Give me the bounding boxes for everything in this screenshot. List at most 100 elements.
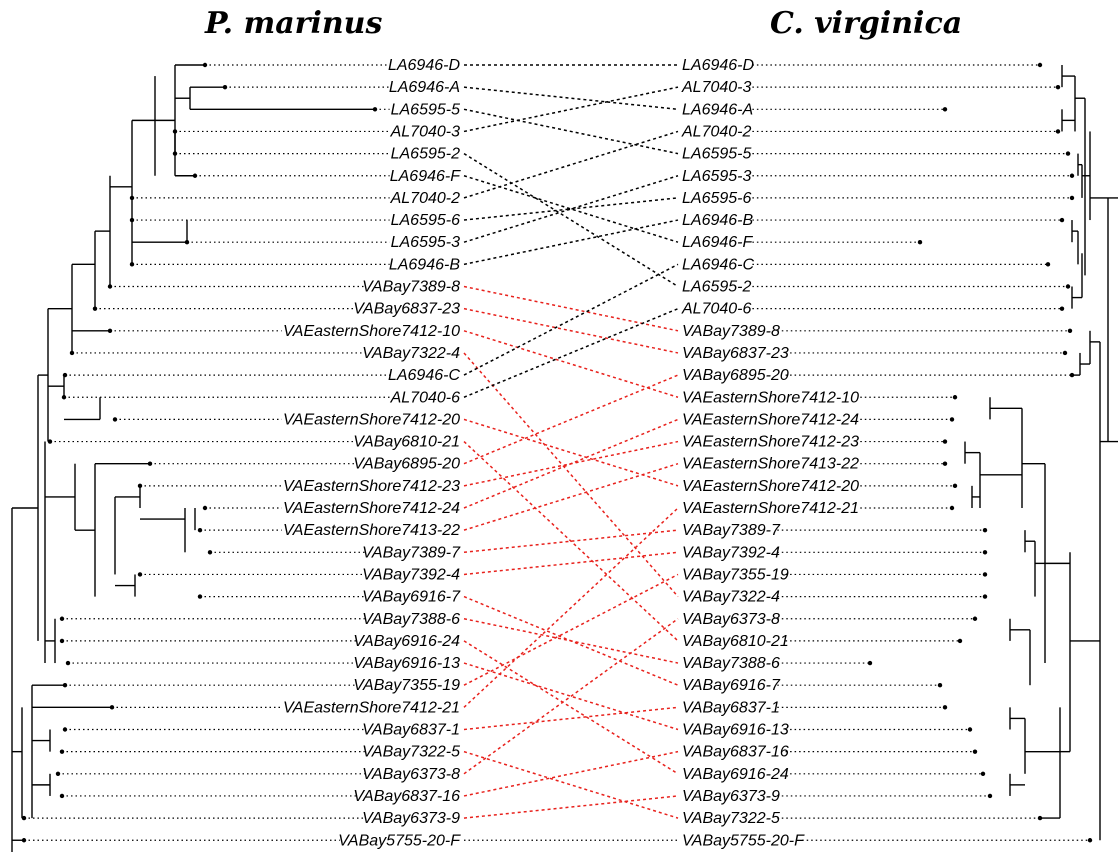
right-tip-label: VABay6837-23 — [682, 345, 789, 362]
tip-link — [463, 640, 679, 775]
right-tip-node — [980, 771, 986, 776]
left-tip-label: VAEasternShore7412-21 — [283, 699, 460, 716]
right-tip-node — [942, 461, 948, 466]
right-tip-label: VABay7388-6 — [682, 655, 780, 672]
right-tip-label: VABay6373-8 — [682, 611, 780, 628]
left-tip-labels: LA6946-D LA6946-A LA6595-5 AL7040-3 LA6595-2… — [24, 57, 461, 849]
tip-link — [463, 706, 679, 731]
left-tip-label: LA6595-6 — [391, 212, 460, 229]
left-tip-label: VABay7322-4 — [362, 345, 460, 362]
tip-link — [463, 507, 679, 708]
left-tip-label: LA6946-F — [390, 168, 461, 185]
right-tip-label: VABay7392-4 — [682, 544, 780, 561]
left-tip-label: VABay6837-16 — [353, 788, 460, 805]
left-tip-label: LA6595-5 — [391, 101, 460, 118]
left-tip-label: VABay7322-5 — [362, 744, 460, 761]
right-tip-node — [949, 505, 955, 511]
left-tip-label: VAEasternShore7412-23 — [283, 478, 460, 495]
tip-link — [463, 108, 679, 155]
left-tip-label: VAEasternShore7412-10 — [283, 323, 460, 340]
right-tip-node — [967, 727, 973, 732]
right-tip-node — [1055, 84, 1061, 90]
right-tip-node — [972, 616, 978, 621]
left-tip-label: LA6595-2 — [391, 146, 460, 163]
left-tip-label: VABay6837-1 — [362, 722, 460, 739]
left-tip-label: LA6946-D — [388, 57, 460, 74]
right-tip-node — [1037, 62, 1043, 68]
tip-link — [463, 197, 679, 221]
right-tip-label: VAEasternShore7412-23 — [682, 434, 859, 451]
right-tip-node — [949, 417, 955, 422]
left-tip-label: VABay7389-7 — [362, 544, 461, 561]
tip-link — [463, 551, 679, 576]
right-tip-node — [1045, 262, 1051, 267]
left-tip-label: VABay6916-7 — [362, 589, 461, 606]
right-tip-label: VABay6916-7 — [682, 677, 781, 694]
right-tip-label: VABay6916-24 — [682, 766, 789, 783]
right-tip-label: LA6946-C — [682, 256, 754, 273]
left-tip-label: VABay6916-24 — [353, 633, 460, 650]
left-tip-label: AL7040-3 — [390, 123, 460, 140]
tip-links — [463, 64, 679, 841]
right-tip-label: VAEasternShore7412-21 — [682, 500, 859, 517]
right-tip-label: VAEasternShore7412-20 — [682, 478, 859, 495]
right-phylogeny — [867, 62, 1118, 843]
tip-link — [463, 618, 679, 775]
tip-link — [463, 219, 679, 266]
right-tip-labels: LA6946-D AL7040-3 LA6946-A AL7040-2 LA6595-5… — [681, 57, 1090, 849]
left-phylogeny — [11, 62, 378, 852]
right-tip-node — [1087, 838, 1093, 843]
left-tip-label: VAEasternShore7412-20 — [283, 411, 460, 428]
tip-link — [463, 285, 679, 332]
right-tree-title: C. virginica — [770, 6, 963, 41]
tip-link — [463, 618, 679, 664]
left-tip-label: VABay6810-21 — [353, 434, 460, 451]
right-tip-label: LA6946-B — [682, 212, 753, 229]
right-tip-label: VABay6895-20 — [682, 367, 789, 384]
right-tip-label: VAEasternShore7412-10 — [682, 389, 859, 406]
tip-link — [463, 175, 679, 243]
tip-link — [463, 750, 679, 819]
right-tip-label: LA6595-3 — [682, 168, 751, 185]
right-tip-label: VABay6837-1 — [682, 699, 780, 716]
tip-link — [463, 750, 679, 797]
tip-link — [463, 86, 679, 111]
right-tip-label: VABay7389-8 — [682, 323, 780, 340]
right-tip-label: VAEasternShore7413-22 — [682, 456, 859, 473]
right-tip-label: VABay7322-5 — [682, 810, 780, 827]
left-tip-label: VABay6895-20 — [353, 456, 460, 473]
left-tip-label: VABay7388-6 — [362, 611, 460, 628]
tip-link — [463, 307, 679, 354]
right-tip-label: VAEasternShore7412-24 — [682, 411, 859, 428]
tip-link — [463, 330, 679, 398]
left-tip-label: VABay6373-9 — [362, 810, 460, 827]
tip-link — [463, 573, 679, 686]
right-tip-node — [942, 439, 948, 444]
tip-link — [463, 462, 679, 531]
tip-link — [463, 130, 679, 199]
left-tip-label: AL7040-2 — [390, 190, 460, 207]
left-tip-label: LA6595-3 — [391, 234, 460, 251]
right-tip-label: LA6946-F — [682, 234, 753, 251]
tip-link — [463, 418, 679, 509]
left-tip-label: VAEasternShore7412-24 — [283, 500, 460, 517]
right-tip-label: VABay6810-21 — [682, 633, 789, 650]
right-tip-label: LA6595-6 — [682, 190, 751, 207]
right-tip-label: VABay6837-16 — [682, 744, 789, 761]
right-tip-node — [1055, 129, 1061, 134]
right-tip-label: LA6595-2 — [682, 279, 751, 296]
left-tip-label: LA6946-B — [389, 256, 460, 273]
right-tip-node — [942, 107, 948, 112]
right-tip-label: VABay5755-20-F — [682, 832, 805, 849]
tip-link — [463, 307, 679, 398]
tip-link — [463, 795, 679, 819]
left-tree-title: P. marinus — [205, 6, 383, 41]
right-tip-node — [1059, 217, 1065, 223]
left-tip-label: VABay7355-19 — [353, 677, 460, 694]
left-tip-label: VABay6837-23 — [353, 301, 460, 318]
tip-link — [463, 152, 679, 288]
left-tip-label: VABay7392-4 — [362, 566, 460, 583]
tip-link — [463, 374, 679, 465]
right-tip-label: VABay6916-13 — [682, 722, 789, 739]
